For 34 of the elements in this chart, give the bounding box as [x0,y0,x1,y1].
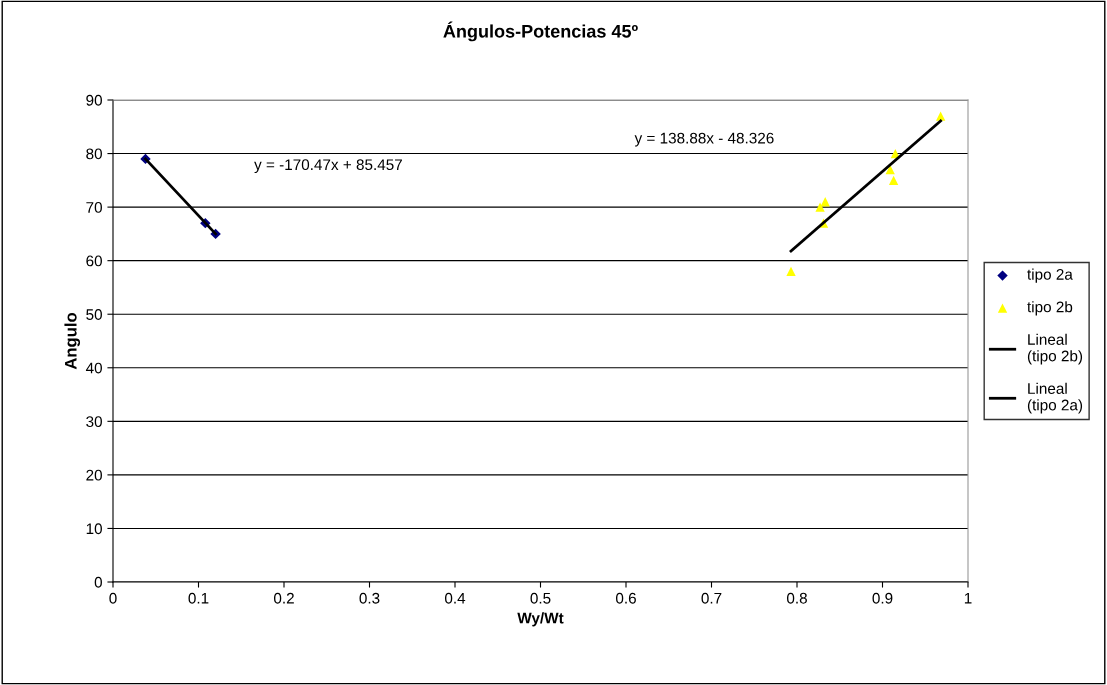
x-tick-label: 0.1 [188,592,209,604]
y-tick-label: 40 [85,362,102,374]
annotation: y = -170.47x + 85.457 [254,159,402,174]
point [786,266,796,277]
legend-label: tipo 2b [1027,301,1073,316]
y-tick-label: 20 [86,469,102,481]
y-tick-label: 90 [86,94,102,106]
x-tick-label: 0.8 [786,592,807,604]
point [935,111,946,121]
x-tick-label: 0.9 [872,592,893,604]
legend-label: Lineal (tipo 2a) [1027,382,1083,414]
y-tick-label: 60 [86,255,102,267]
y-axis-title: Angulo [64,312,81,370]
y-tick-label: 80 [86,148,102,160]
x-tick-label: 0 [109,592,117,604]
x-tick-label: 0.7 [701,592,722,604]
x-tick-label: 0.6 [615,592,636,604]
chart-title: Ángulos-Potencias 45º [443,21,638,42]
legend-label: Lineal (tipo 2b) [1027,333,1083,365]
x-tick-label: 0.2 [273,592,294,604]
annotation: y = 138.88x - 48.326 [634,132,774,147]
x-tick-label: 1 [964,592,972,604]
point [815,202,825,212]
x-axis-title: Wy/Wt [517,612,564,627]
y-tick-label: 50 [86,309,102,320]
x-tick-label: 0.4 [444,592,466,604]
y-tick-label: 10 [86,523,102,535]
x-tick-label: 0.5 [530,592,551,604]
x-tick-label: 0.3 [359,592,380,604]
y-tick-label: 0 [94,576,102,588]
point [888,175,899,185]
y-tick-label: 30 [86,416,102,428]
legend-label: tipo 2a [1027,268,1073,283]
y-tick-label: 70 [86,201,102,213]
